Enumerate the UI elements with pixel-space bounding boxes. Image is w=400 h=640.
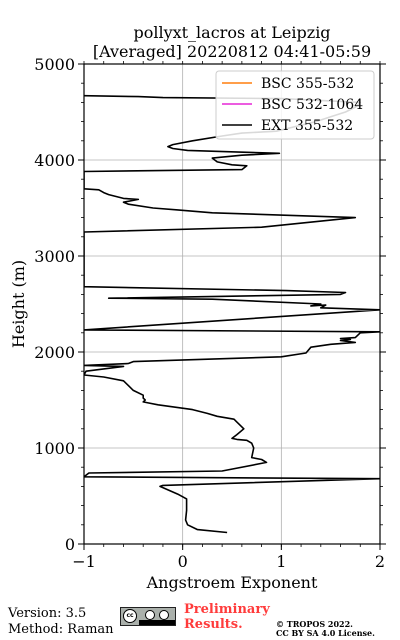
copyright-line-1: © TROPOS 2022. bbox=[276, 619, 353, 629]
chart-title: pollyxt_lacros at Leipzig bbox=[133, 23, 330, 42]
x-tick-label: 2 bbox=[375, 552, 385, 571]
legend-entry-ext-355-532: EXT 355-532 bbox=[261, 118, 353, 134]
preliminary-line-1: Preliminary bbox=[184, 602, 270, 617]
y-tick-label: 0 bbox=[65, 535, 75, 554]
y-tick-label: 4000 bbox=[34, 151, 75, 170]
series-layer bbox=[84, 94, 380, 534]
preliminary-line-2: Results. bbox=[184, 617, 243, 632]
y-tick-label: 2000 bbox=[34, 343, 75, 362]
y-axis-label: Height (m) bbox=[9, 260, 28, 348]
sa-icon bbox=[159, 610, 169, 620]
cc-icon: cc bbox=[123, 609, 137, 623]
x-tick-label: 1 bbox=[276, 552, 286, 571]
legend-entry-bsc-532-1064: BSC 532-1064 bbox=[261, 97, 363, 113]
x-axis-label: Angstroem Exponent bbox=[146, 573, 318, 592]
x-tick-label: 0 bbox=[178, 552, 188, 571]
method-text: Method: Raman bbox=[8, 622, 114, 637]
preliminary-results-text: Preliminary Results. bbox=[184, 602, 270, 632]
copyright-text: © TROPOS 2022. CC BY SA 4.0 License. bbox=[276, 620, 375, 638]
legend-box bbox=[215, 70, 375, 140]
cc-by-sa-icon: cc bbox=[120, 607, 176, 626]
copyright-line-2: CC BY SA 4.0 License. bbox=[276, 628, 375, 638]
y-tick-label: 3000 bbox=[34, 247, 75, 266]
x-tick-label: −1 bbox=[72, 552, 96, 571]
chart-subtitle: [Averaged] 20220812 04:41-05:59 bbox=[93, 42, 371, 61]
version-text: Version: 3.5 bbox=[8, 606, 87, 621]
y-tick-label: 5000 bbox=[34, 55, 75, 74]
legend: BSC 355-532 BSC 532-1064 EXT 355-532 bbox=[215, 70, 375, 140]
chart: pollyxt_lacros at Leipzig [Averaged] 202… bbox=[9, 23, 386, 592]
axis-ticks bbox=[78, 61, 386, 550]
legend-entry-bsc-355-532: BSC 355-532 bbox=[261, 76, 354, 92]
plot-frame bbox=[83, 63, 381, 545]
series-line-ext-355-532 bbox=[84, 94, 380, 534]
by-icon bbox=[145, 610, 155, 620]
badge-strip bbox=[139, 620, 175, 625]
y-tick-label: 1000 bbox=[34, 439, 75, 458]
